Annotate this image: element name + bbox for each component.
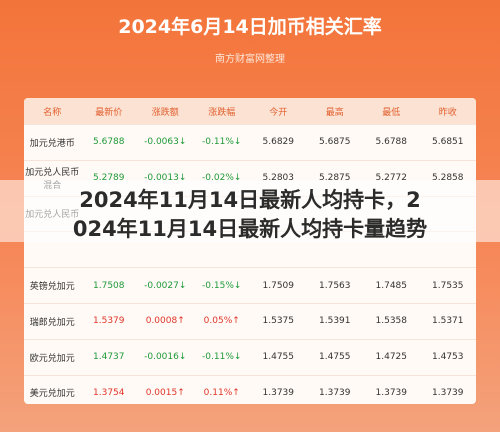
cell: 1.3754 bbox=[80, 374, 137, 404]
cell: 5.6788 bbox=[80, 124, 137, 161]
row-name: 欧元兑加元 bbox=[24, 338, 81, 376]
column-header: 最低 bbox=[363, 98, 420, 125]
cell: 1.4737 bbox=[80, 338, 137, 376]
cell: 0.0008↑ bbox=[137, 302, 194, 340]
overlay-text: 024年11月14日最新人均持卡量趋势 bbox=[72, 217, 428, 241]
cell: 1.4725 bbox=[363, 338, 420, 376]
table-row: 欧元兑加元 1.4737 -0.0016↓ -0.11%↓ 1.4755 1.4755 1.… bbox=[24, 338, 476, 376]
rate-table: 名称 最新价 涨跌额 涨跌幅 今开 最高 最低 昨收 加元兑港币 5.6788 -0.0063↓ -0… bbox=[24, 98, 476, 404]
cell: -0.0063↓ bbox=[137, 124, 194, 161]
cell: 1.4755 bbox=[306, 338, 363, 376]
cell: 5.6788 bbox=[363, 124, 420, 161]
header-row: 名称 最新价 涨跌额 涨跌幅 今开 最高 最低 昨收 bbox=[24, 98, 476, 125]
cell: -0.11%↓ bbox=[193, 338, 250, 376]
table-panel: 名称 最新价 涨跌额 涨跌幅 今开 最高 最低 昨收 加元兑港币 5.6788 -0.0063↓ -0… bbox=[24, 98, 476, 404]
cell: 5.6829 bbox=[250, 124, 307, 161]
cell: 1.5391 bbox=[306, 302, 363, 340]
cell: 0.05%↑ bbox=[193, 302, 250, 340]
cell: 1.7563 bbox=[306, 267, 363, 304]
column-header: 最新价 bbox=[80, 98, 137, 125]
cell: 1.7535 bbox=[419, 267, 476, 304]
cell: 1.7508 bbox=[80, 267, 137, 304]
table-row: 美元兑加元 1.3754 0.0015↑ 0.11%↑ 1.3739 1.3739 1.37… bbox=[24, 374, 476, 404]
cell: 1.4753 bbox=[419, 338, 476, 376]
row-name: 加元兑港币 bbox=[24, 124, 81, 161]
subtitle: 南方财富网整理 bbox=[215, 54, 285, 65]
column-header: 涨跌幅 bbox=[193, 98, 250, 125]
column-header: 昨收 bbox=[419, 98, 476, 125]
table-row: 加元兑港币 5.6788 -0.0063↓ -0.11%↓ 5.6829 5.6875 5.… bbox=[24, 124, 476, 161]
cell: 1.3739 bbox=[419, 374, 476, 404]
title: 2024年6月14日加币相关汇率 bbox=[118, 16, 382, 38]
cell: 1.3739 bbox=[306, 374, 363, 404]
cell: -0.0027↓ bbox=[137, 267, 194, 304]
table-row: 英镑兑加元 1.7508 -0.0027↓ -0.15%↓ 1.7509 1.7563 1.… bbox=[24, 267, 476, 304]
cell: 5.6875 bbox=[306, 124, 363, 161]
cell: 1.4755 bbox=[250, 338, 307, 376]
cell: 1.3739 bbox=[363, 374, 420, 404]
row-name: 瑞郎兑加元 bbox=[24, 302, 81, 340]
cell: 1.7509 bbox=[250, 267, 307, 304]
overlay-text: 2024年11月14日最新人均持卡，2 bbox=[79, 188, 421, 212]
cell: 0.11%↑ bbox=[193, 374, 250, 404]
cell: -0.15%↓ bbox=[193, 267, 250, 304]
cell: 1.5375 bbox=[250, 302, 307, 340]
overlay-banner: 2024年11月14日最新人均持卡，2 024年11月14日最新人均持卡量趋势 bbox=[0, 180, 500, 242]
cell: -0.11%↓ bbox=[193, 124, 250, 161]
column-header: 最高 bbox=[306, 98, 363, 125]
column-header: 今开 bbox=[250, 98, 307, 125]
cell: 1.3739 bbox=[250, 374, 307, 404]
cell: 1.5358 bbox=[363, 302, 420, 340]
cell: -0.0016↓ bbox=[137, 338, 194, 376]
cell: 0.0015↑ bbox=[137, 374, 194, 404]
column-header: 涨跌额 bbox=[137, 98, 194, 125]
row-name: 英镑兑加元 bbox=[24, 267, 81, 304]
cell: 1.5379 bbox=[80, 302, 137, 340]
row-name: 美元兑加元 bbox=[24, 374, 81, 404]
cell: 1.7485 bbox=[363, 267, 420, 304]
table-row: 瑞郎兑加元 1.5379 0.0008↑ 0.05%↑ 1.5375 1.5391 1.53… bbox=[24, 302, 476, 340]
column-header: 名称 bbox=[24, 98, 81, 125]
cell: 1.5371 bbox=[419, 302, 476, 340]
cell: 5.6851 bbox=[419, 124, 476, 161]
